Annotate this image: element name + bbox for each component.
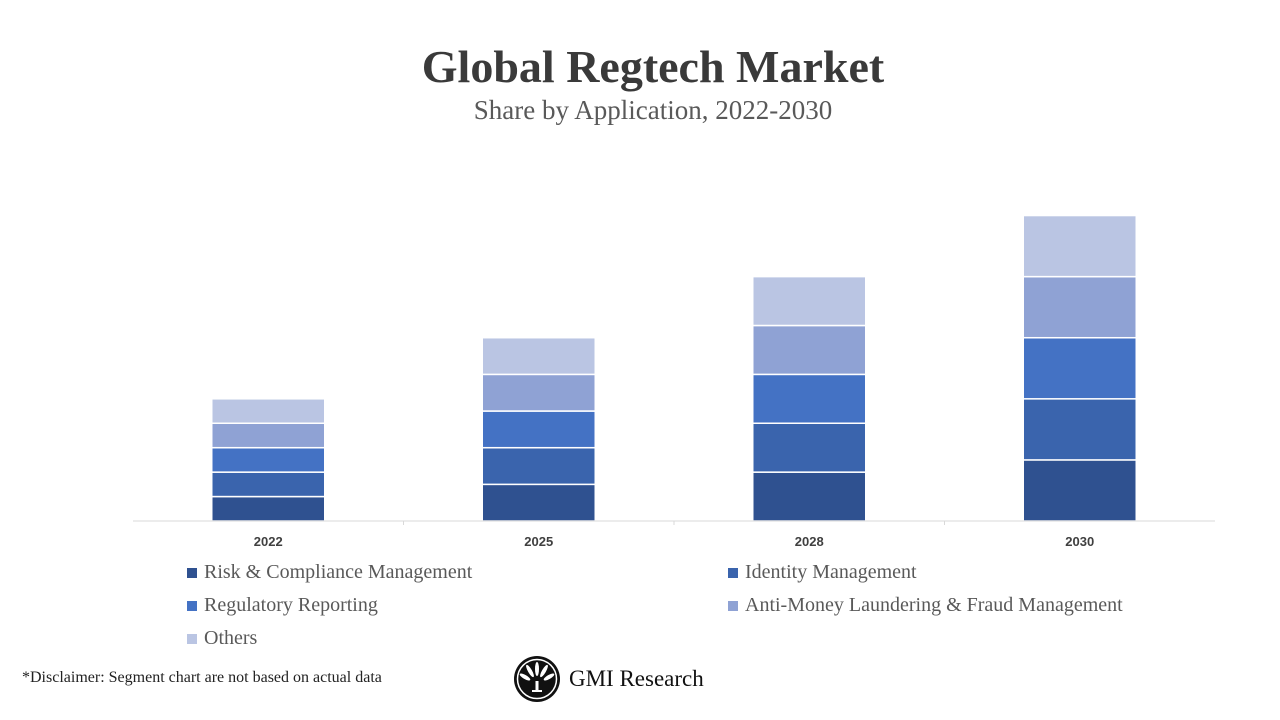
bar-segment-2022-0	[211, 495, 326, 522]
bar-segment-2030-2	[1022, 336, 1137, 400]
disclaimer: *Disclaimer: Segment chart are not based…	[22, 669, 382, 686]
legend-swatch	[728, 567, 738, 578]
x-tick-label: 2025	[524, 534, 553, 549]
legend-label: Others	[204, 627, 258, 649]
x-tick-label: 2022	[254, 534, 283, 549]
bar-segment-2025-4	[481, 336, 596, 376]
chart-subtitle: Share by Application, 2022-2030	[473, 95, 833, 125]
bar-segment-2028-3	[752, 324, 867, 376]
legend-swatch	[187, 633, 197, 644]
bar-segment-2022-1	[211, 471, 326, 498]
bar-segment-2030-3	[1022, 275, 1137, 339]
bar-segment-2025-3	[481, 373, 596, 412]
legend-item: Identity Management	[728, 561, 917, 584]
bar-segment-2022-4	[211, 398, 326, 424]
legend-swatch	[187, 600, 197, 611]
chart-title: Global Regtech Market	[421, 41, 885, 92]
legend-item: Risk & Compliance Management	[187, 561, 472, 584]
bar-segment-2028-2	[752, 373, 867, 424]
bar-segment-2022-3	[211, 422, 326, 449]
legend-item: Others	[187, 627, 257, 650]
bar-segment-2025-2	[481, 410, 596, 449]
legend-label: Identity Management	[745, 561, 917, 583]
bar-segment-2025-1	[481, 446, 596, 486]
legend-label: Anti-Money Laundering & Fraud Management	[745, 594, 1123, 616]
bar-segment-2030-1	[1022, 398, 1137, 461]
logo-text: GMI Research	[569, 666, 704, 691]
gmi-research-logo: GMI Research	[513, 655, 704, 703]
legend-swatch	[187, 567, 197, 578]
legend-label: Risk & Compliance Management	[204, 561, 473, 583]
bar-segment-2028-4	[752, 275, 867, 327]
logo-emblem-icon	[514, 656, 560, 702]
x-tick-label: 2030	[1065, 534, 1094, 549]
bar-segment-2025-0	[481, 483, 596, 522]
bar-segment-2030-0	[1022, 459, 1137, 522]
bar-segment-2022-2	[211, 446, 326, 473]
legend-item: Anti-Money Laundering & Fraud Management	[728, 594, 1123, 617]
legend-label: Regulatory Reporting	[204, 594, 378, 616]
legend-swatch	[728, 600, 738, 611]
legend-item: Regulatory Reporting	[187, 594, 378, 617]
x-tick-label: 2028	[795, 534, 824, 549]
stacked-bar-chart: 2022 2025 2028 2030	[133, 214, 1215, 549]
bar-segment-2030-4	[1022, 214, 1137, 278]
bar-segment-2028-1	[752, 422, 867, 473]
bar-segment-2028-0	[752, 471, 867, 522]
